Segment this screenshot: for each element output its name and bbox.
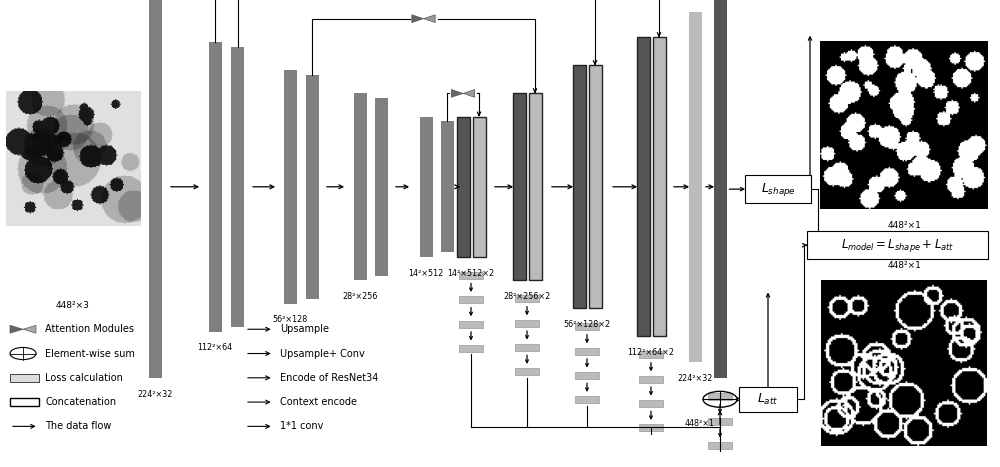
Text: Element-wise sum: Element-wise sum [45, 348, 135, 359]
Text: 28²×256×2: 28²×256×2 [503, 292, 551, 301]
Text: 224²×32: 224²×32 [137, 390, 173, 399]
Bar [284, 70, 296, 304]
Text: $L_{model} = L_{shape} + L_{att}$: $L_{model} = L_{shape} + L_{att}$ [841, 237, 954, 254]
Bar [459, 272, 483, 279]
Text: Loss calculation: Loss calculation [45, 373, 123, 383]
Bar [515, 344, 539, 351]
Polygon shape [23, 325, 36, 333]
Polygon shape [463, 90, 475, 97]
Text: $L_{shape}$: $L_{shape}$ [761, 181, 795, 198]
Text: $L_{att}$: $L_{att}$ [757, 392, 779, 407]
Polygon shape [451, 90, 463, 97]
Bar [374, 98, 388, 276]
FancyBboxPatch shape [739, 387, 797, 412]
Bar [148, 0, 162, 378]
Text: 448²×1: 448²×1 [685, 419, 715, 428]
Bar [354, 93, 366, 280]
Text: 448²×1: 448²×1 [887, 261, 921, 270]
Bar [473, 117, 486, 257]
Bar [208, 42, 222, 332]
Bar [639, 400, 663, 407]
Polygon shape [10, 325, 23, 333]
Bar [653, 37, 666, 336]
Bar [639, 425, 663, 432]
Text: Concatenation: Concatenation [45, 397, 116, 407]
Bar [688, 12, 702, 362]
Bar [515, 319, 539, 327]
Bar [459, 320, 483, 328]
Bar [459, 345, 483, 352]
Bar [575, 323, 599, 331]
Text: 448²×1: 448²×1 [887, 221, 921, 230]
Bar [639, 352, 663, 359]
Text: Attention Modules: Attention Modules [45, 324, 134, 334]
Bar [456, 117, 470, 257]
Bar [515, 368, 539, 375]
Bar [513, 93, 526, 280]
Bar [10, 374, 39, 382]
Text: 56²×128: 56²×128 [272, 315, 308, 324]
Text: 224²×32: 224²×32 [677, 374, 713, 382]
Bar [575, 396, 599, 403]
Bar [529, 93, 542, 280]
Bar [10, 398, 39, 406]
FancyBboxPatch shape [807, 231, 988, 260]
Bar [306, 75, 318, 299]
Bar [420, 117, 432, 257]
Bar [588, 65, 602, 308]
Text: 448²×3: 448²×3 [55, 301, 89, 310]
Text: 112²×64: 112²×64 [197, 343, 233, 352]
Polygon shape [424, 15, 435, 22]
Text: Encode of ResNet34: Encode of ResNet34 [280, 373, 378, 383]
FancyBboxPatch shape [745, 175, 811, 203]
Text: 14²×512: 14²×512 [408, 269, 444, 277]
Bar [637, 37, 650, 336]
Polygon shape [412, 15, 424, 22]
Text: Upsample+ Conv: Upsample+ Conv [280, 348, 365, 359]
Bar [639, 375, 663, 383]
Text: 56²×128×2: 56²×128×2 [563, 320, 611, 329]
Bar [575, 347, 599, 355]
Bar [231, 47, 244, 327]
Bar [572, 65, 586, 308]
Text: The data flow: The data flow [45, 421, 111, 432]
Text: 112²×64×2: 112²×64×2 [628, 348, 674, 357]
Text: Context encode: Context encode [280, 397, 357, 407]
Bar [459, 297, 483, 304]
Bar [440, 121, 454, 252]
Text: 28²×256: 28²×256 [342, 292, 378, 301]
Bar [708, 393, 732, 400]
Text: 1*1 conv: 1*1 conv [280, 421, 323, 432]
Bar [575, 372, 599, 379]
Bar [515, 296, 539, 303]
Bar [708, 442, 732, 449]
Bar [714, 0, 726, 378]
Bar [708, 417, 732, 425]
Text: 14²×512×2: 14²×512×2 [447, 269, 495, 277]
Text: Upsample: Upsample [280, 324, 329, 334]
